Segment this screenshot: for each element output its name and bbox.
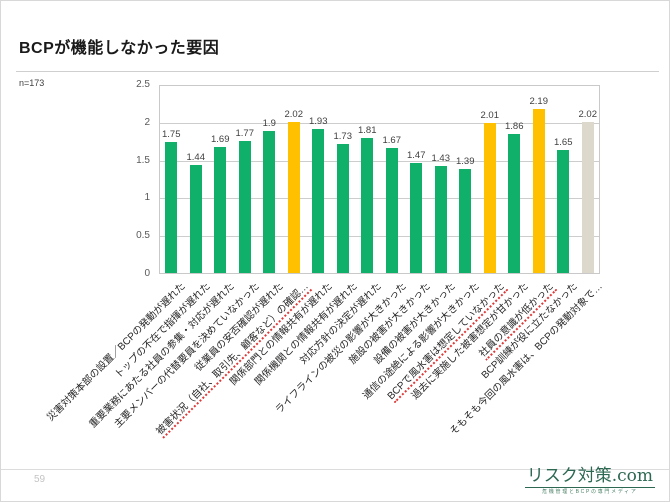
bar-value-label: 1.93 xyxy=(309,115,328,127)
bar-value-label: 1.73 xyxy=(333,130,353,142)
bar-value-label: 1.65 xyxy=(554,136,573,148)
page-title: BCPが機能しなかった要因 xyxy=(19,40,220,57)
bar-value-label: 1.39 xyxy=(456,156,475,168)
plot-area xyxy=(159,85,600,274)
bar xyxy=(410,163,423,273)
bar xyxy=(263,130,276,273)
y-axis-tick-label: 0 xyxy=(144,268,150,279)
bar xyxy=(189,165,202,273)
bar-value-label: 1.77 xyxy=(235,127,255,139)
bar xyxy=(483,122,496,273)
y-axis-tick-label: 2.5 xyxy=(136,79,150,90)
gridline xyxy=(160,235,599,237)
bar-value-label: 1.44 xyxy=(186,152,206,164)
bar xyxy=(165,142,178,273)
logo: リスク対策.com 危機管理とBCPの専門メディア xyxy=(524,466,655,496)
gridline xyxy=(160,198,599,200)
page-number: 59 xyxy=(34,474,46,485)
y-axis-tick-label: 0.5 xyxy=(136,230,150,242)
y-axis-tick-label: 1.5 xyxy=(136,154,150,166)
bar-value-label: 1.43 xyxy=(431,153,451,165)
y-axis-tick-label: 2 xyxy=(144,116,150,128)
bar xyxy=(385,148,398,273)
footer-divider xyxy=(1,469,669,470)
bar-value-label: 1.67 xyxy=(382,135,402,147)
bar xyxy=(361,137,374,273)
bar xyxy=(581,121,594,273)
title-divider xyxy=(16,71,659,72)
bar-value-label: 1.81 xyxy=(358,124,377,136)
bar xyxy=(459,169,472,273)
logo-text: リスク対策.com xyxy=(524,466,655,488)
bar-value-label: 2.02 xyxy=(578,108,598,120)
gridline xyxy=(160,123,599,125)
bar xyxy=(312,128,325,273)
bar xyxy=(336,143,349,273)
bar xyxy=(238,140,251,273)
logo-tagline: 危機管理とBCPの専門メディア xyxy=(542,489,638,495)
bar xyxy=(557,149,570,273)
gridline xyxy=(160,160,599,162)
bar xyxy=(287,121,300,273)
bar xyxy=(214,146,227,273)
bar-value-label: 2.19 xyxy=(529,96,549,108)
bar-value-label: 1.69 xyxy=(211,133,230,145)
bar-value-label: 2.01 xyxy=(480,109,500,121)
y-axis-tick-label: 1 xyxy=(144,192,150,204)
bar-value-label: 1.47 xyxy=(407,150,426,162)
bar-value-label: 1.75 xyxy=(162,129,181,141)
bar-value-label: 1.86 xyxy=(505,120,524,132)
sample-size-label: n=173 xyxy=(19,78,45,88)
bar-value-label: 2.02 xyxy=(284,108,304,120)
bar xyxy=(508,133,521,273)
bar xyxy=(532,109,545,273)
bar xyxy=(434,166,447,273)
bar-value-label: 1.9 xyxy=(262,117,276,129)
